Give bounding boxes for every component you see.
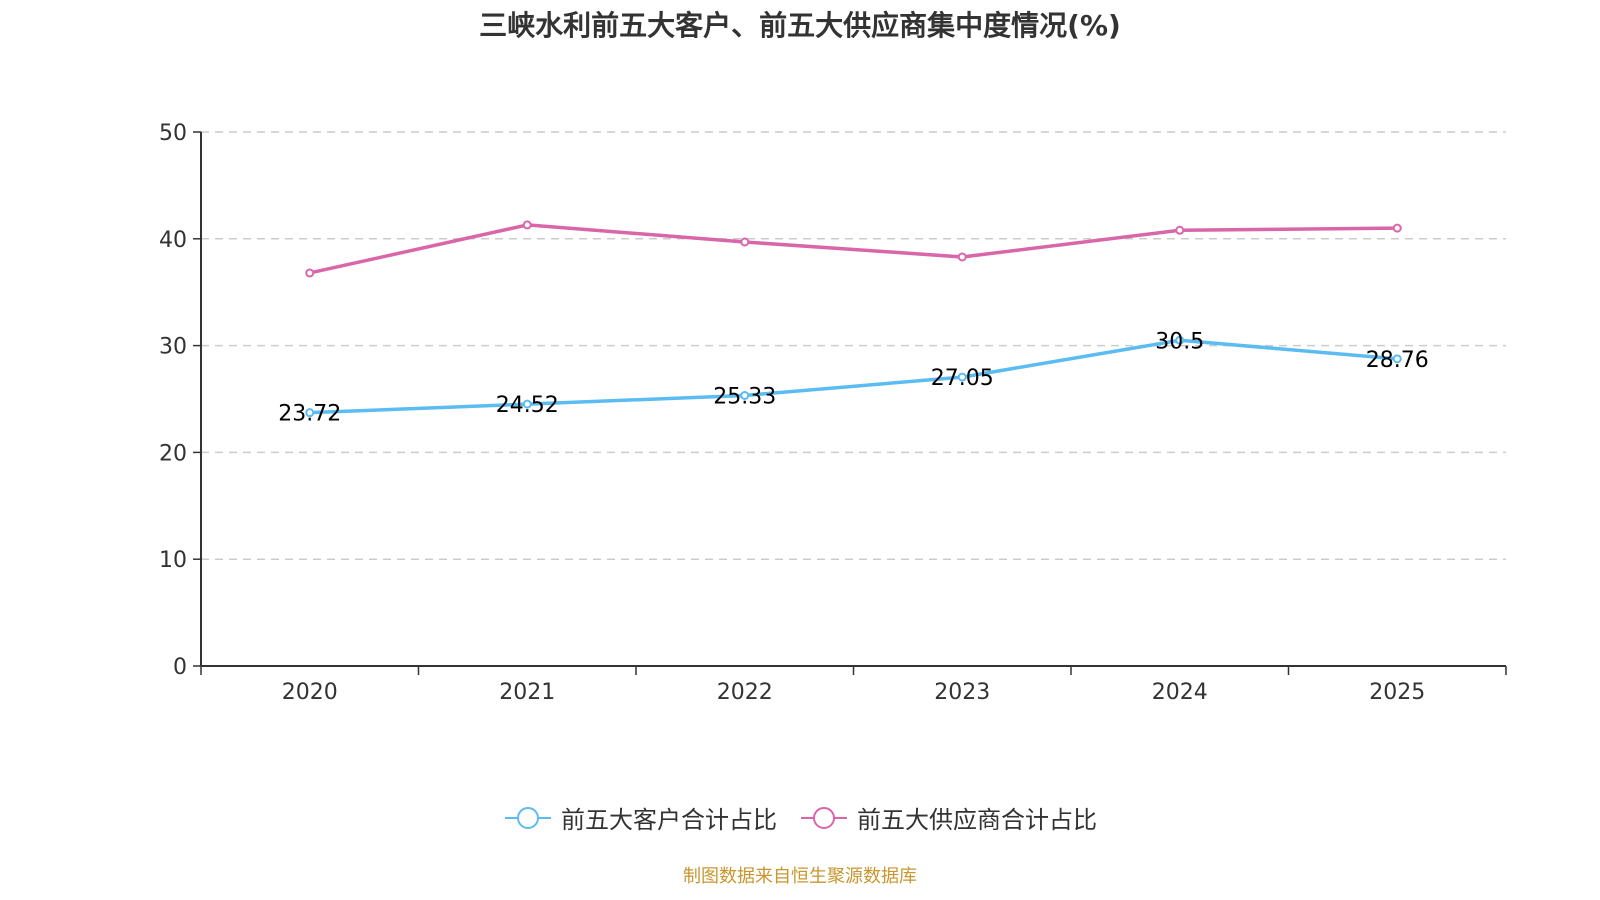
data-point — [1175, 225, 1185, 235]
chart-title: 三峡水利前五大客户、前五大供应商集中度情况(%) — [479, 9, 1121, 42]
legend-suppliers-icon — [801, 806, 847, 829]
data-label: 24.52 — [496, 393, 559, 418]
x-tick-label: 2021 — [499, 680, 555, 705]
data-label: 25.33 — [713, 384, 776, 409]
legend-item-customers[interactable]: 前五大客户合计占比 — [503, 800, 777, 835]
data-point — [1392, 354, 1402, 364]
x-tick-label: 2024 — [1152, 680, 1208, 705]
y-tick-label: 20 — [159, 441, 187, 466]
y-tick-label: 0 — [173, 655, 187, 680]
data-point — [305, 408, 315, 418]
y-tick-label: 30 — [159, 335, 187, 360]
legend-label-customers: 前五大客户合计占比 — [561, 806, 777, 834]
x-tick-label: 2025 — [1369, 680, 1425, 705]
series-line — [309, 223, 1398, 275]
data-point — [740, 390, 750, 400]
data-point — [305, 268, 315, 278]
data-label: 27.05 — [931, 366, 994, 391]
data-label: 28.76 — [1366, 348, 1429, 373]
data-point — [522, 220, 532, 230]
y-tick-label: 50 — [159, 121, 187, 146]
legend-customers-icon — [505, 806, 551, 829]
data-point — [957, 252, 967, 262]
data-point — [740, 237, 750, 247]
source-note: 制图数据来自恒生聚源数据库 — [683, 866, 917, 887]
series-line — [309, 338, 1398, 415]
data-point — [957, 372, 967, 382]
legend-item-suppliers[interactable]: 前五大供应商合计占比 — [799, 800, 1097, 835]
data-label: 23.72 — [278, 402, 341, 427]
data-label: 30.5 — [1155, 329, 1204, 354]
data-point — [1392, 223, 1402, 233]
legend-label-suppliers: 前五大供应商合计占比 — [857, 806, 1097, 834]
x-tick-label: 2022 — [717, 680, 773, 705]
y-tick-label: 40 — [159, 228, 187, 253]
data-point — [1175, 335, 1185, 345]
y-tick-label: 10 — [159, 548, 187, 573]
data-point — [522, 399, 532, 409]
x-tick-label: 2023 — [934, 680, 990, 705]
legend: 前五大客户合计占比 前五大供应商合计占比 — [0, 800, 1600, 835]
x-tick-label: 2020 — [282, 680, 338, 705]
